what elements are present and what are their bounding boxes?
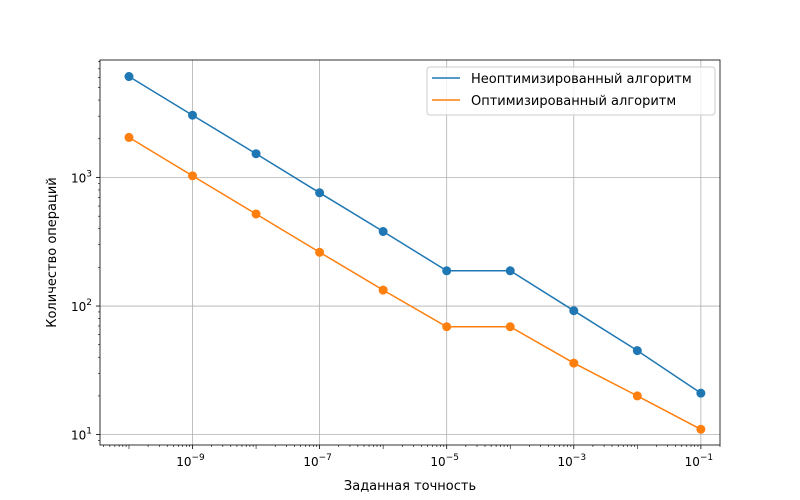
data-point-series-0 [632, 346, 642, 356]
data-point-series-0 [505, 266, 515, 276]
data-point-series-1 [315, 247, 325, 257]
data-point-series-0 [188, 110, 198, 120]
data-point-series-0 [696, 388, 706, 398]
data-point-series-1 [251, 209, 261, 219]
data-point-series-0 [442, 266, 452, 276]
data-point-series-0 [124, 72, 134, 82]
legend-box [426, 66, 716, 116]
y-tick-label: 102 [71, 298, 92, 314]
data-point-series-1 [696, 424, 706, 434]
data-point-series-0 [378, 227, 388, 237]
legend-entry-unoptimized: Неоптимизированный алгоритм [471, 72, 692, 87]
legend: Неоптимизированный алгоритм Оптимизирова… [426, 66, 716, 116]
data-point-series-1 [442, 322, 452, 332]
series-line-0 [128, 75, 702, 394]
x-axis-label: Заданная точность [344, 479, 476, 494]
data-point-series-1 [505, 322, 515, 332]
legend-entry-optimized: Оптимизированный алгоритм [471, 94, 676, 109]
x-tick-label: 10−9 [176, 453, 205, 469]
series-line-1 [128, 136, 702, 430]
series-layer [124, 72, 706, 434]
plot-frame [99, 59, 721, 446]
x-axis-ticks: 10−9 10−7 10−5 10−3 10−1 [176, 445, 713, 469]
x-tick-label: 10−1 [685, 453, 714, 469]
data-point-series-1 [569, 358, 579, 368]
x-tick-label: 10−7 [303, 453, 332, 469]
y-axis-label: Количество операций [45, 177, 60, 328]
data-point-series-0 [569, 306, 579, 316]
y-tick-label: 103 [71, 169, 92, 185]
data-point-series-0 [315, 188, 325, 198]
data-point-series-1 [124, 132, 134, 142]
data-point-series-1 [632, 391, 642, 401]
y-axis-ticks: 101 102 103 [71, 169, 100, 443]
data-point-series-1 [378, 285, 388, 295]
x-tick-label: 10−3 [558, 453, 587, 469]
y-tick-label: 101 [71, 427, 92, 443]
data-point-series-1 [188, 171, 198, 181]
data-point-series-0 [251, 149, 261, 159]
x-tick-label: 10−5 [430, 453, 459, 469]
